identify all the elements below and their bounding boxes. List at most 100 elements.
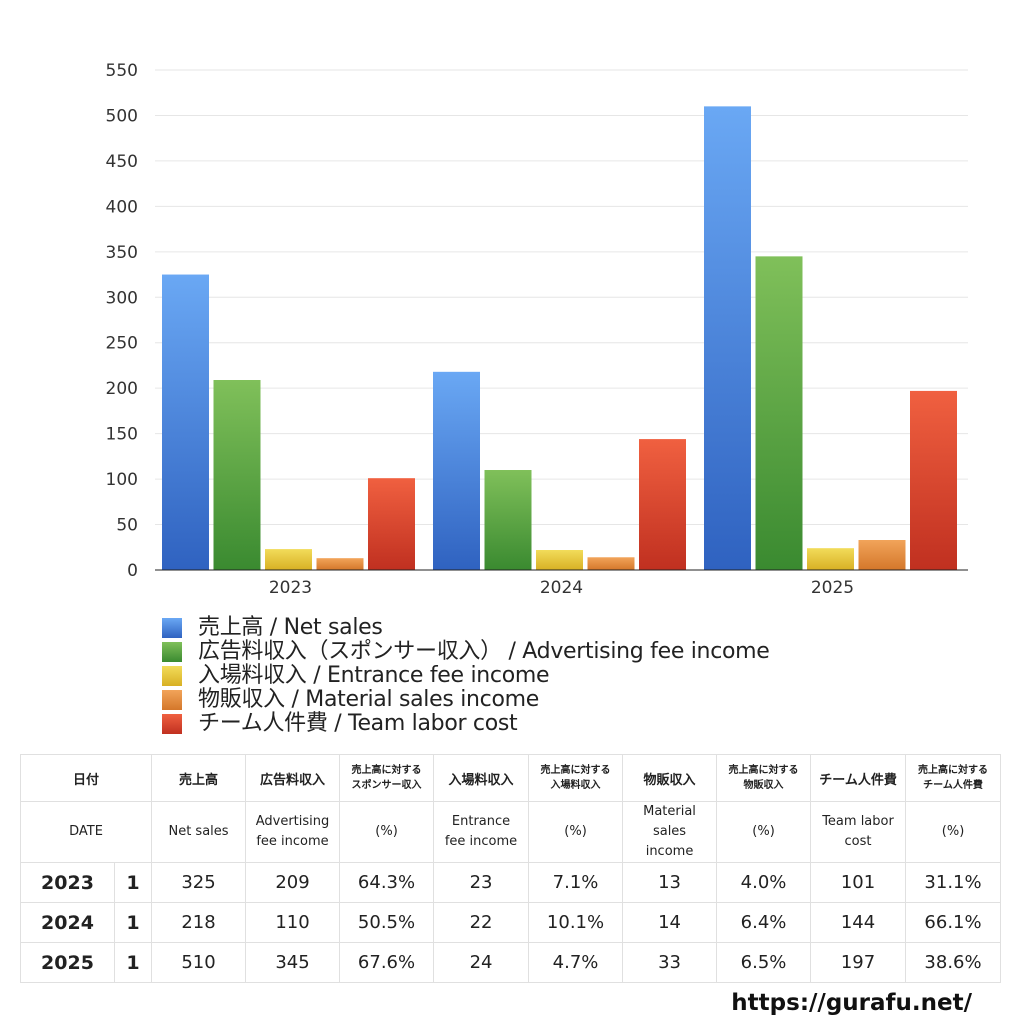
row-mat: 13: [622, 862, 718, 903]
row-labor: 101: [810, 862, 907, 903]
x-tick-label: 2024: [540, 578, 583, 598]
x-tick-label: 2025: [811, 578, 854, 598]
header-adv-en: Advertising fee income: [245, 801, 341, 863]
row-ent-ratio: 4.7%: [528, 942, 624, 983]
row-mat-ratio: 6.5%: [716, 942, 812, 983]
y-tick-label: 500: [106, 106, 138, 126]
bar: [265, 549, 312, 570]
header-mat-ratio-ja: 売上高に対する 物販収入: [716, 754, 812, 802]
table-header-ja: 日付 売上高 広告料収入 売上高に対する スポンサー収入 入場料収入 売上高に対す…: [19, 754, 1002, 802]
row-labor: 144: [810, 902, 907, 943]
header-labor-ratio-ja: 売上高に対する チーム人件費: [905, 754, 1002, 802]
row-ent-ratio: 10.1%: [528, 902, 624, 943]
header-ent-ja: 入場料収入: [433, 754, 530, 802]
row-adv: 110: [245, 902, 341, 943]
legend-item-labor: チーム人件費 / Team labor cost: [162, 712, 770, 736]
table-header-en: DATE Net sales Advertising fee income (%)…: [19, 801, 1002, 863]
legend-label: 売上高 / Net sales: [198, 615, 383, 640]
legend-label: 広告料収入（スポンサー収入） / Advertising fee income: [198, 639, 770, 664]
header-mat-ja: 物販収入: [622, 754, 718, 802]
header-labor-ja: チーム人件費: [810, 754, 907, 802]
legend-item-material: 物販収入 / Material sales income: [162, 688, 770, 712]
bar: [858, 540, 906, 570]
row-adv-ratio: 67.6%: [339, 942, 435, 983]
table-row-2023: 2023 1 325 209 64.3% 23 7.1% 13 4.0% 101…: [20, 862, 1002, 903]
y-tick-label: 300: [106, 288, 138, 308]
row-mat: 14: [622, 902, 718, 943]
legend-item-advertising: 広告料収入（スポンサー収入） / Advertising fee income: [162, 640, 770, 664]
header-labor-en: Team labor cost: [810, 801, 907, 863]
bar: [316, 558, 364, 570]
row-adv: 345: [245, 942, 341, 983]
table-row-2024: 2024 1 218 110 50.5% 22 10.1% 14 6.4% 14…: [20, 902, 1002, 943]
y-tick-label: 400: [106, 197, 138, 217]
row-net-sales: 325: [151, 862, 247, 903]
bar: [213, 380, 261, 570]
row-mat: 33: [622, 942, 718, 983]
bars: [162, 106, 957, 570]
site-url: https://gurafu.net/: [731, 990, 972, 1016]
header-net-sales-en: Net sales: [151, 801, 247, 863]
row-labor-ratio: 66.1%: [905, 902, 1002, 943]
header-ent-en: Entrance fee income: [433, 801, 530, 863]
legend-swatch: [162, 642, 182, 662]
row-count: 1: [113, 862, 153, 903]
legend-item-entrance: 入場料収入 / Entrance fee income: [162, 664, 770, 688]
chart-legend: 売上高 / Net sales 広告料収入（スポンサー収入） / Adverti…: [162, 616, 770, 736]
row-adv-ratio: 64.3%: [339, 862, 435, 903]
bar: [433, 371, 480, 570]
bar: [755, 256, 803, 570]
legend-label: 物販収入 / Material sales income: [198, 687, 539, 712]
table-row-2025: 2025 1 510 345 67.6% 24 4.7% 33 6.5% 197…: [20, 942, 1002, 983]
legend-swatch: [162, 618, 182, 638]
row-labor-ratio: 31.1%: [905, 862, 1002, 903]
bar: [910, 390, 957, 570]
row-year: 2025: [20, 942, 115, 983]
row-year: 2023: [20, 862, 115, 903]
bar: [587, 557, 635, 570]
row-ent-ratio: 7.1%: [528, 862, 624, 903]
header-adv-ja: 広告料収入: [245, 754, 341, 802]
header-mat-ratio-en: (%): [716, 801, 812, 863]
header-labor-ratio-en: (%): [905, 801, 1002, 863]
legend-swatch: [162, 690, 182, 710]
header-ent-ratio-ja: 売上高に対する 入場料収入: [528, 754, 624, 802]
row-adv: 209: [245, 862, 341, 903]
y-tick-label: 0: [127, 561, 138, 581]
row-labor: 197: [810, 942, 907, 983]
row-ent: 23: [433, 862, 530, 903]
row-ent: 22: [433, 902, 530, 943]
legend-label: 入場料収入 / Entrance fee income: [198, 663, 550, 688]
y-tick-label: 50: [116, 516, 138, 536]
row-ent: 24: [433, 942, 530, 983]
data-table: 日付 売上高 広告料収入 売上高に対する スポンサー収入 入場料収入 売上高に対す…: [19, 754, 1002, 983]
bar: [704, 106, 751, 570]
x-tick-label: 2023: [269, 578, 312, 598]
row-net-sales: 510: [151, 942, 247, 983]
y-tick-label: 350: [106, 243, 138, 263]
bar: [368, 478, 415, 570]
bar: [536, 550, 583, 570]
y-axis-ticks: 0 50 100 150 200 250 300 350 400 450 500 550: [106, 61, 138, 581]
header-mat-en: Material sales income: [622, 801, 718, 863]
gridlines: [155, 69, 968, 526]
row-year: 2024: [20, 902, 115, 943]
row-net-sales: 218: [151, 902, 247, 943]
legend-swatch: [162, 666, 182, 686]
y-tick-label: 200: [106, 379, 138, 399]
bar: [162, 274, 209, 570]
row-count: 1: [113, 942, 153, 983]
legend-swatch: [162, 714, 182, 734]
header-date-ja: 日付: [19, 754, 153, 802]
y-tick-label: 250: [106, 334, 138, 354]
row-count: 1: [113, 902, 153, 943]
row-adv-ratio: 50.5%: [339, 902, 435, 943]
header-date-en: DATE: [19, 801, 153, 863]
y-tick-label: 450: [106, 152, 138, 172]
header-net-sales-ja: 売上高: [151, 754, 247, 802]
row-labor-ratio: 38.6%: [905, 942, 1002, 983]
legend-label: チーム人件費 / Team labor cost: [198, 711, 518, 736]
y-tick-label: 550: [106, 61, 138, 81]
header-ent-ratio-en: (%): [528, 801, 624, 863]
